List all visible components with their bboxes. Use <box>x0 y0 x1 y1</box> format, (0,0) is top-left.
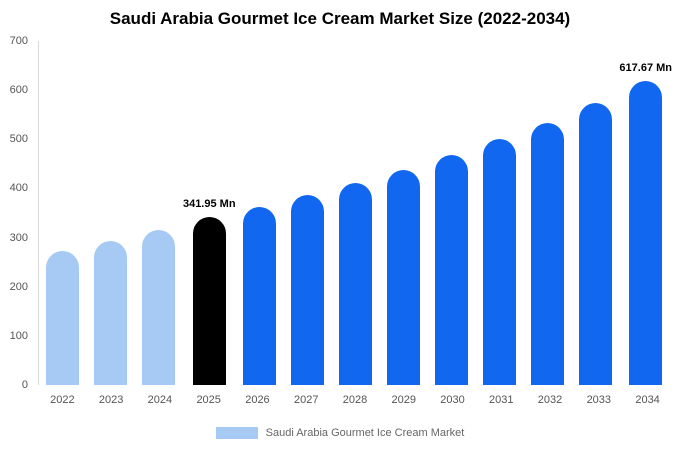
y-tick-label: 600 <box>9 84 28 97</box>
x-tick-label: 2031 <box>489 394 514 406</box>
chart-title: Saudi Arabia Gourmet Ice Cream Market Si… <box>109 9 571 28</box>
bar-2024 <box>142 230 176 385</box>
legend-label: Saudi Arabia Gourmet Ice Cream Market <box>265 427 465 439</box>
x-tick-label: 2025 <box>196 394 221 406</box>
bar-2030 <box>434 155 468 385</box>
x-tick-label: 2030 <box>440 394 465 406</box>
bar-2027 <box>291 195 325 385</box>
y-tick-label: 500 <box>9 133 28 146</box>
y-tick-label: 100 <box>9 329 28 342</box>
bar-column <box>427 41 475 385</box>
y-axis: 0 100 200 300 400 500 600 700 <box>0 35 30 391</box>
x-tick-label: 2027 <box>293 394 319 406</box>
y-tick-label: 300 <box>9 231 28 244</box>
bar-column <box>39 41 87 385</box>
bar-column <box>135 41 183 385</box>
y-tick-label: 400 <box>9 182 28 195</box>
bar-2029 <box>386 169 420 385</box>
x-tick-label: 2026 <box>245 394 270 406</box>
x-tick-label: 2032 <box>537 394 563 406</box>
bar-column <box>284 41 332 385</box>
bar-column <box>236 41 284 385</box>
bar-2025 <box>192 216 226 385</box>
bar-2026 <box>243 207 277 385</box>
bar-2033 <box>578 102 612 385</box>
bar-column <box>571 41 619 385</box>
bar-value-label: 341.95 Mn <box>182 197 236 210</box>
y-tick-label: 200 <box>9 280 28 293</box>
legend: Saudi Arabia Gourmet Ice Cream Market <box>0 427 680 439</box>
bars: 341.95 Mn 617.67 Mn <box>38 41 672 385</box>
bar-2028 <box>339 183 372 385</box>
x-tick-label: 2022 <box>50 394 75 406</box>
bar-2022 <box>46 251 80 385</box>
bar-column <box>332 41 380 385</box>
bar-column <box>475 41 523 385</box>
x-tick-label: 2029 <box>391 394 416 406</box>
legend-swatch-icon <box>215 427 258 439</box>
bar-column <box>87 41 135 385</box>
x-tick-label: 2033 <box>586 394 612 406</box>
bar-column <box>523 41 571 385</box>
bar-2023 <box>94 240 128 385</box>
x-tick-label: 2028 <box>342 394 368 406</box>
bar-2031 <box>482 139 516 385</box>
x-labels: 2022 2023 2024 2025 2026 2027 2028 2029 2030 2031… <box>38 394 672 406</box>
y-tick-label: 700 <box>9 35 28 47</box>
y-tick-label: 0 <box>21 379 28 391</box>
bar-column <box>380 41 428 385</box>
x-tick-label: 2023 <box>98 394 124 406</box>
bar-value-label: 617.67 Mn <box>619 62 673 75</box>
bar-column: 341.95 Mn <box>183 41 236 385</box>
x-tick-label: 2034 <box>635 394 660 406</box>
bar-2032 <box>530 122 564 385</box>
bar-2034 <box>629 81 663 385</box>
x-tick-label: 2024 <box>147 394 173 406</box>
bar-column: 617.67 Mn <box>619 41 672 385</box>
